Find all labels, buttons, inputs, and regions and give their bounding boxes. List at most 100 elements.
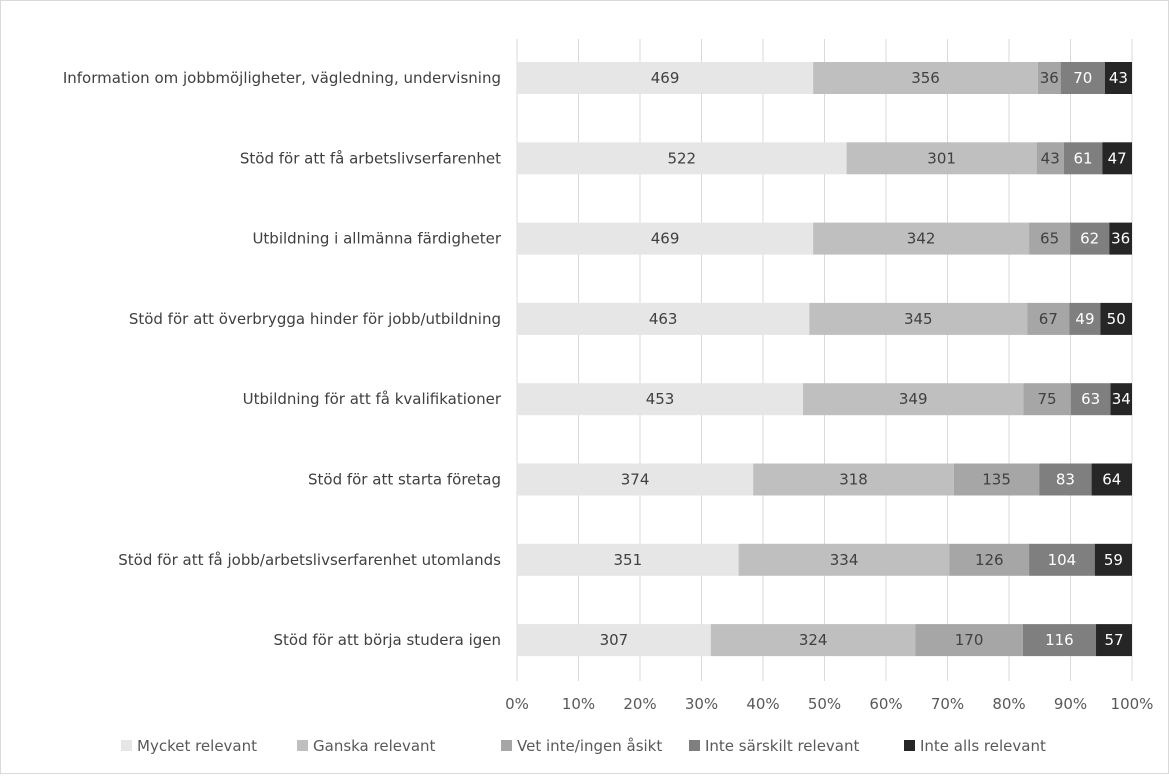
- bar-segment: [1037, 62, 1061, 94]
- data-label: 318: [839, 471, 868, 489]
- legend-label: Inte särskilt relevant: [705, 737, 860, 755]
- bar-segment: [1029, 543, 1095, 576]
- bar-segment: [846, 142, 1037, 175]
- data-label: 65: [1040, 230, 1059, 248]
- x-tick-label: 80%: [992, 695, 1025, 713]
- bar-segment: [517, 142, 847, 175]
- bar-segment: [517, 463, 754, 496]
- data-label: 469: [651, 230, 680, 248]
- bar-segment: [953, 463, 1040, 496]
- gridlines: [516, 39, 1133, 681]
- data-label: 334: [830, 551, 859, 569]
- bar-segment: [517, 543, 739, 576]
- bar-segment: [1100, 302, 1132, 335]
- data-label: 349: [899, 390, 928, 408]
- legend-label: Mycket relevant: [137, 737, 257, 755]
- data-label: 43: [1109, 69, 1128, 87]
- category-label: Utbildning för att få kvalifikationer: [243, 390, 502, 408]
- bar-segment: [517, 222, 814, 255]
- data-label: 75: [1038, 390, 1057, 408]
- bar-segment: [1070, 222, 1110, 255]
- legend-swatch: [297, 740, 308, 751]
- data-label: 126: [975, 551, 1004, 569]
- bar-segment: [1029, 222, 1071, 255]
- data-label: 301: [927, 149, 956, 167]
- category-label: Stöd för att få arbetslivserfarenhet: [240, 149, 501, 167]
- data-label: 324: [799, 631, 828, 649]
- category-label: Stöd för att starta företag: [308, 471, 501, 489]
- bar-segment: [1023, 383, 1071, 416]
- bar-segment: [517, 624, 711, 657]
- legend-swatch: [501, 740, 512, 751]
- data-label: 83: [1056, 471, 1075, 489]
- legend-label: Ganska relevant: [313, 737, 436, 755]
- bar-segment: [1094, 543, 1132, 576]
- data-label: 57: [1104, 631, 1123, 649]
- category-labels: Information om jobbmöjligheter, vägledni…: [63, 69, 502, 649]
- data-label: 63: [1081, 390, 1100, 408]
- data-label: 49: [1075, 310, 1094, 328]
- legend-label: Vet inte/ingen åsikt: [517, 737, 662, 755]
- category-label: Information om jobbmöjligheter, vägledni…: [63, 69, 501, 87]
- bar-segment: [517, 302, 810, 335]
- bar-segment: [517, 62, 814, 94]
- data-label: 356: [911, 69, 940, 87]
- data-label: 67: [1039, 310, 1058, 328]
- data-label: 43: [1041, 149, 1060, 167]
- bar-segment: [710, 624, 916, 657]
- bar-segment: [1109, 222, 1132, 255]
- x-tick-label: 20%: [623, 695, 656, 713]
- data-label: 47: [1108, 149, 1127, 167]
- data-label: 345: [904, 310, 933, 328]
- x-tick-label: 10%: [562, 695, 595, 713]
- category-label: Stöd för att överbrygga hinder för jobb/…: [129, 310, 501, 328]
- x-tick-label: 100%: [1111, 695, 1154, 713]
- bar-segment: [1063, 142, 1103, 175]
- bar-segment: [915, 624, 1023, 657]
- bars: 469 356 36 70 43 522 301 43 61 47 469 342 65 62 36 463 3…: [517, 62, 1132, 657]
- data-label: 36: [1040, 69, 1059, 87]
- bar-segment: [1102, 142, 1132, 175]
- x-tick-label: 70%: [931, 695, 964, 713]
- bar-segment: [738, 543, 950, 576]
- x-tick-label: 40%: [746, 695, 779, 713]
- bar-segment: [1036, 142, 1064, 175]
- bar-segment: [949, 543, 1030, 576]
- bar-segment: [1104, 62, 1132, 94]
- x-tick-label: 60%: [869, 695, 902, 713]
- data-label: 463: [649, 310, 678, 328]
- x-tick-label: 90%: [1054, 695, 1087, 713]
- legend-label: Inte alls relevant: [920, 737, 1046, 755]
- data-label: 64: [1102, 471, 1121, 489]
- x-tick-label: 0%: [505, 695, 529, 713]
- data-label: 453: [646, 390, 675, 408]
- bar-segment: [1027, 302, 1070, 335]
- x-axis-ticks: 0% 10% 20% 30% 40% 50% 60% 70% 80% 90% 100%: [505, 695, 1153, 713]
- x-tick-label: 50%: [808, 695, 841, 713]
- data-label: 522: [667, 149, 696, 167]
- legend-swatch: [121, 740, 132, 751]
- data-label: 62: [1080, 230, 1099, 248]
- data-label: 170: [955, 631, 984, 649]
- data-label: 61: [1074, 149, 1093, 167]
- category-label: Utbildning i allmänna färdigheter: [252, 230, 501, 248]
- category-label: Stöd för att börja studera igen: [274, 631, 501, 649]
- data-label: 374: [621, 471, 650, 489]
- data-label: 59: [1104, 551, 1123, 569]
- data-label: 135: [982, 471, 1011, 489]
- data-label: 36: [1111, 230, 1130, 248]
- x-tick-label: 30%: [685, 695, 718, 713]
- data-label: 70: [1073, 69, 1092, 87]
- data-label: 342: [907, 230, 936, 248]
- legend-swatch: [689, 740, 700, 751]
- bar-segment: [517, 383, 804, 416]
- bar-segment: [1070, 383, 1111, 416]
- data-label: 307: [600, 631, 629, 649]
- legend-swatch: [904, 740, 915, 751]
- data-label: 50: [1107, 310, 1126, 328]
- bar-segment: [753, 463, 954, 496]
- bar-segment: [1096, 624, 1132, 657]
- bar-segment: [1060, 62, 1105, 94]
- bar-segment: [1110, 383, 1132, 416]
